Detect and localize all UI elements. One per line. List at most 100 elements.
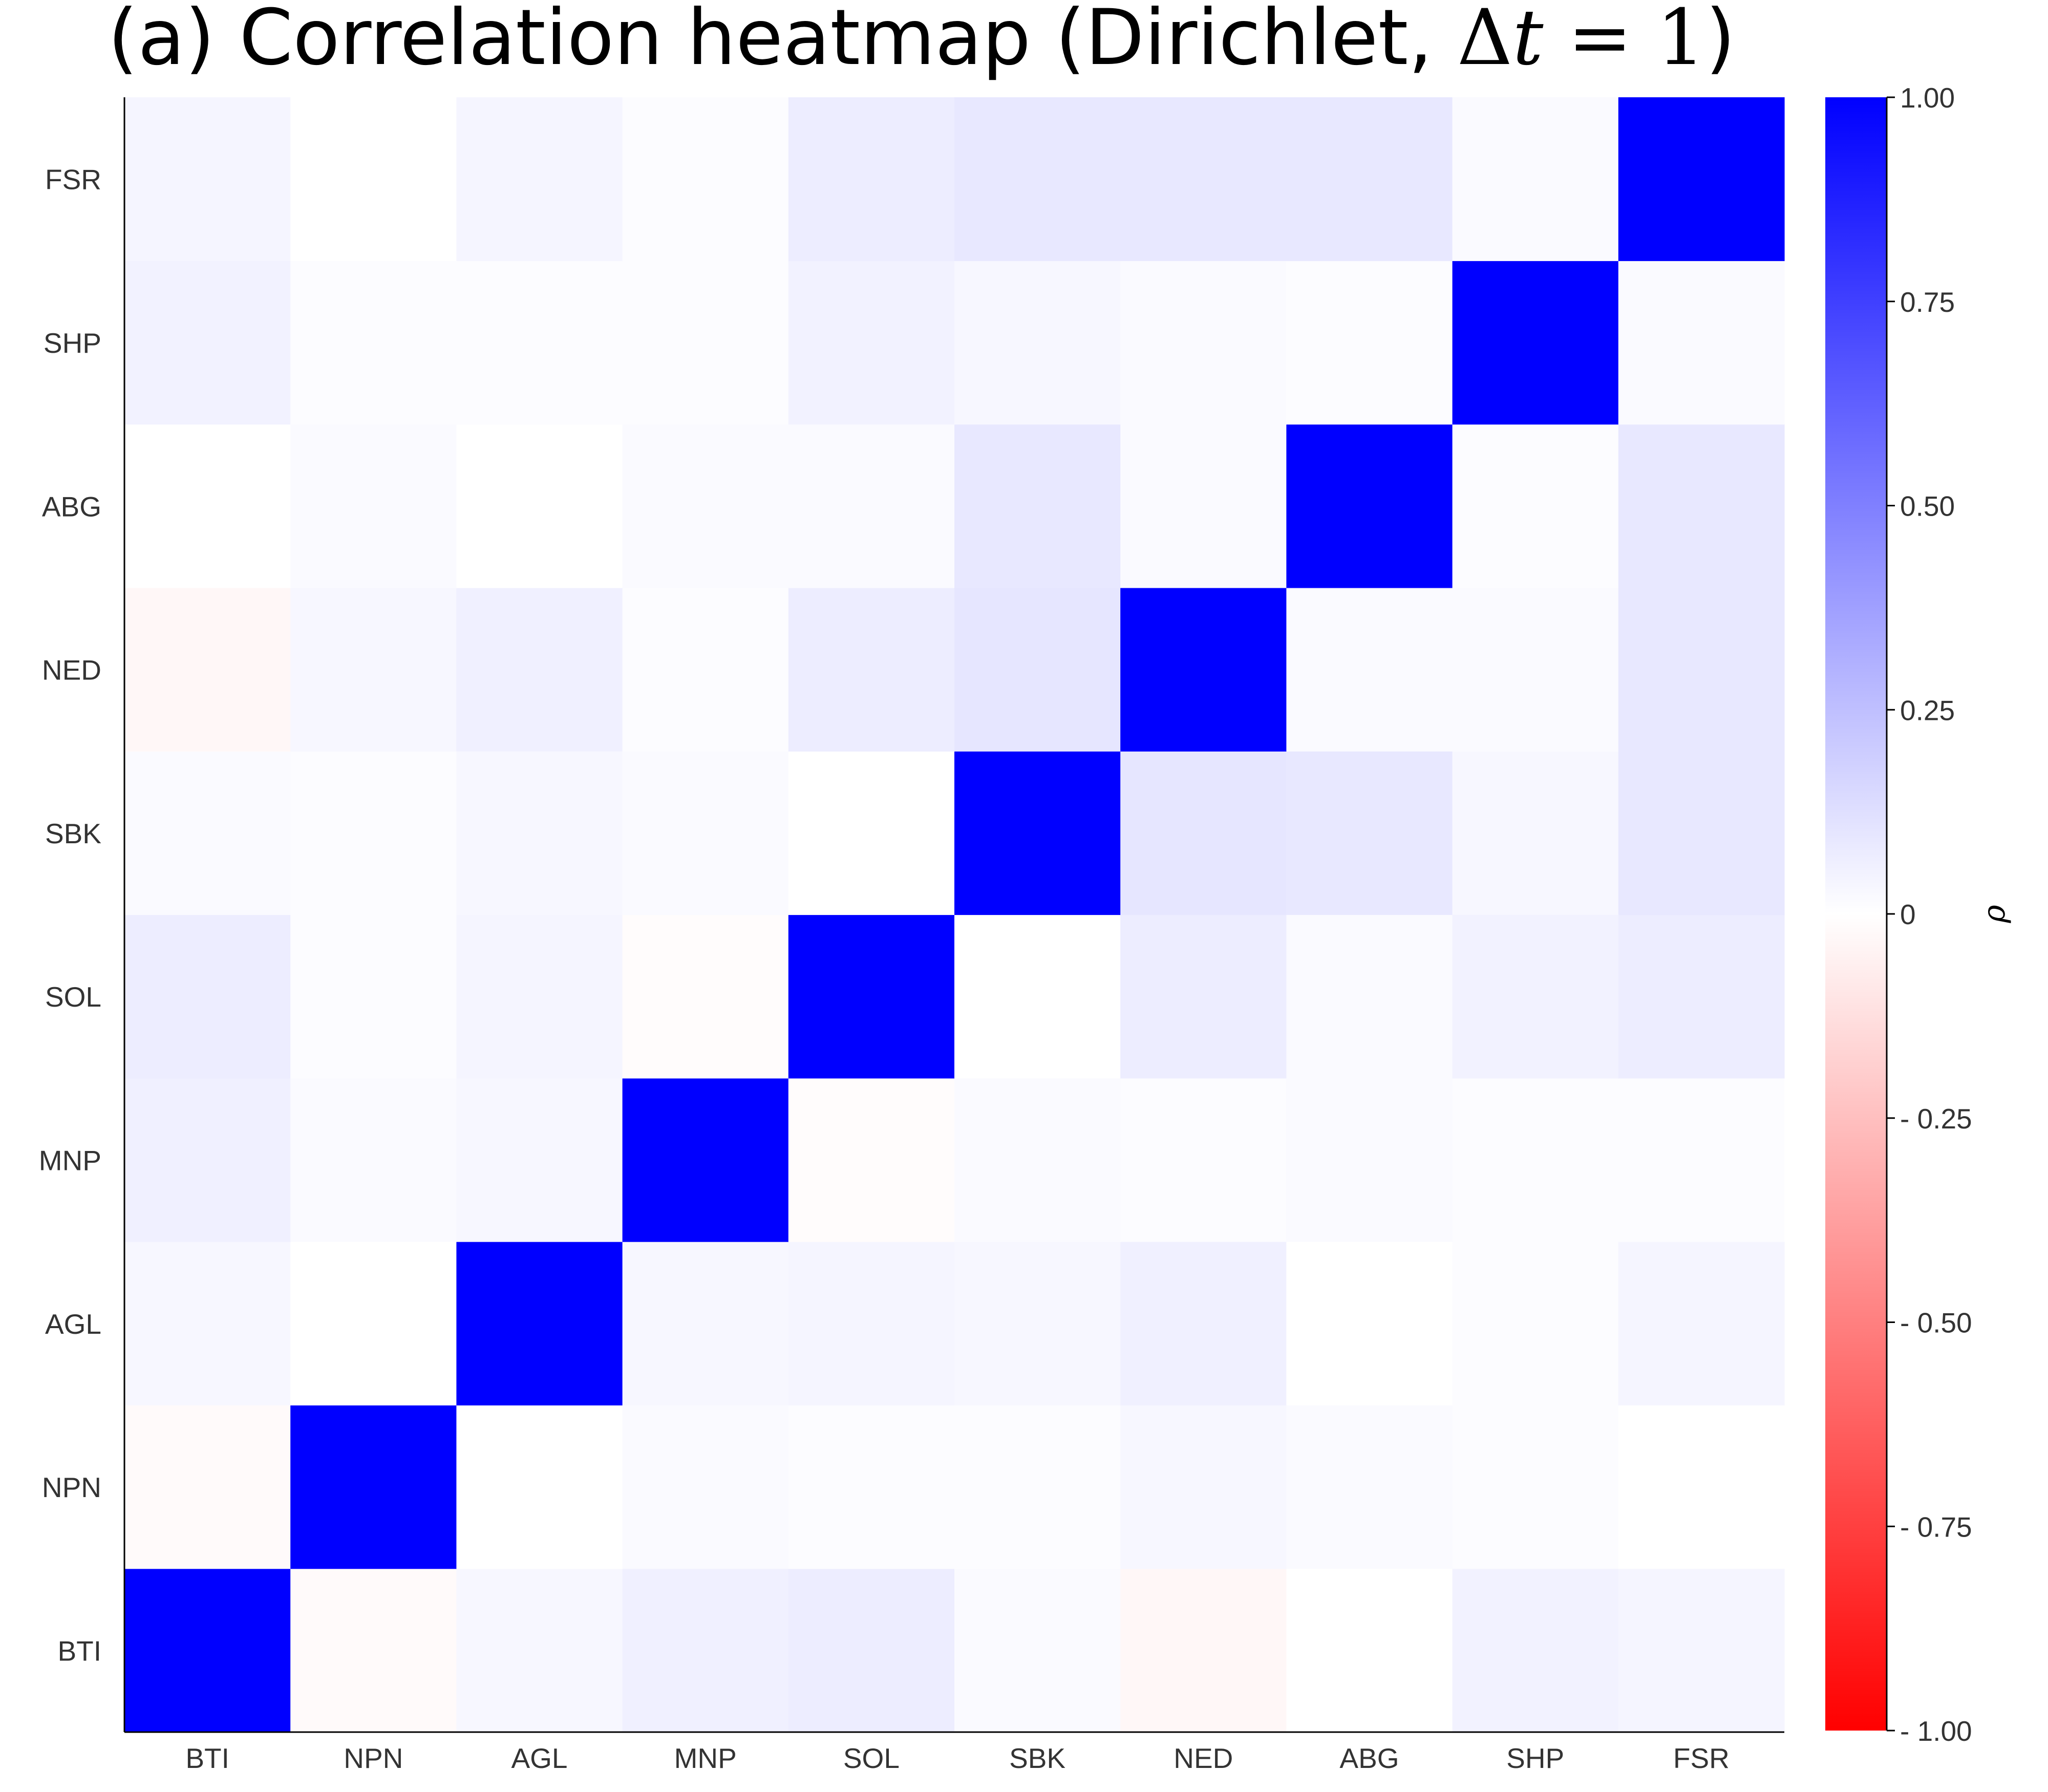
chart-title-delta: Δ	[1457, 0, 1512, 82]
heatmap-cell-NED-SHP	[1452, 587, 1619, 752]
y-tick-label: SHP	[44, 327, 101, 359]
heatmap-cell-BTI-AGL	[456, 1568, 623, 1733]
chart-title-suffix: )	[1705, 0, 1736, 82]
heatmap-cell-SBK-ABG	[1286, 751, 1453, 915]
heatmap-cell-AGL-NED	[1120, 1242, 1287, 1405]
heatmap-cell-NED-SBK	[954, 587, 1121, 752]
y-tick-label: SBK	[45, 818, 101, 849]
heatmap-cell-MNP-MNP	[622, 1078, 789, 1242]
heatmap-cell-NED-AGL	[456, 587, 623, 752]
heatmap-cell-SHP-NED	[1120, 261, 1287, 425]
heatmap-cell-SBK-AGL	[456, 751, 623, 915]
heatmap-cell-AGL-SOL	[788, 1242, 955, 1405]
heatmap-cell-FSR-AGL	[456, 97, 623, 261]
heatmap-cell-NPN-MNP	[622, 1405, 789, 1569]
heatmap-cell-NED-SOL	[788, 587, 955, 752]
heatmap-cell-AGL-BTI	[124, 1242, 291, 1405]
heatmap-cell-SBK-SBK	[954, 751, 1121, 915]
heatmap-cell-SOL-AGL	[456, 914, 623, 1079]
heatmap-cell-BTI-SBK	[954, 1568, 1121, 1733]
heatmap-cell-FSR-NED	[1120, 97, 1287, 261]
heatmap-cell-NPN-SOL	[788, 1405, 955, 1569]
heatmap-cell-SBK-SOL	[788, 751, 955, 915]
chart-title-variable: t	[1512, 0, 1544, 82]
heatmap-cell-SHP-AGL	[456, 261, 623, 425]
colorbar-label: ρ	[1976, 905, 2012, 923]
heatmap-cell-MNP-SHP	[1452, 1078, 1619, 1242]
y-tick-label: NPN	[42, 1471, 101, 1503]
heatmap-cell-MNP-SOL	[788, 1078, 955, 1242]
heatmap-cell-NPN-FSR	[1618, 1405, 1785, 1569]
heatmap-cell-AGL-MNP	[622, 1242, 789, 1405]
heatmap-cell-FSR-FSR	[1618, 97, 1785, 261]
heatmap-cell-FSR-ABG	[1286, 97, 1453, 261]
x-tick-label: BTI	[185, 1742, 229, 1774]
heatmap-cells	[124, 97, 1785, 1733]
heatmap-cell-ABG-FSR	[1618, 424, 1785, 588]
y-tick-label: MNP	[39, 1144, 101, 1176]
heatmap-cell-MNP-FSR	[1618, 1078, 1785, 1242]
colorbar-tick-label: - 0.25	[1900, 1103, 1972, 1135]
heatmap-cell-SBK-NPN	[290, 751, 457, 915]
heatmap-cell-SBK-SHP	[1452, 751, 1619, 915]
heatmap-cell-FSR-MNP	[622, 97, 789, 261]
heatmap-cell-SHP-BTI	[124, 261, 291, 425]
heatmap-cell-SBK-MNP	[622, 751, 789, 915]
chart-title: (a) Correlation heatmap (Dirichlet, Δt =…	[108, 0, 1736, 82]
heatmap-cell-AGL-NPN	[290, 1242, 457, 1405]
x-tick-label: SHP	[1506, 1742, 1564, 1774]
heatmap-cell-BTI-SHP	[1452, 1568, 1619, 1733]
heatmap-cell-MNP-NPN	[290, 1078, 457, 1242]
heatmap-cell-SBK-FSR	[1618, 751, 1785, 915]
heatmap-cell-SOL-BTI	[124, 914, 291, 1079]
heatmap-cell-BTI-NPN	[290, 1568, 457, 1733]
heatmap-cell-ABG-AGL	[456, 424, 623, 588]
colorbar-tick-label: 0	[1900, 899, 1916, 930]
x-tick-label: MNP	[674, 1742, 737, 1774]
colorbar-tick-label: - 0.50	[1900, 1307, 1972, 1339]
heatmap-cell-AGL-AGL	[456, 1242, 623, 1405]
y-tick-label: SOL	[45, 981, 101, 1013]
y-tick-label: AGL	[45, 1308, 101, 1340]
heatmap-cell-BTI-NED	[1120, 1568, 1287, 1733]
heatmap-cell-NED-MNP	[622, 587, 789, 752]
y-tick-label: BTI	[57, 1635, 101, 1667]
y-tick-label: ABG	[42, 490, 101, 522]
heatmap-cell-SHP-FSR	[1618, 261, 1785, 425]
y-tick-label: NED	[42, 654, 101, 686]
heatmap-cell-SHP-SBK	[954, 261, 1121, 425]
heatmap-cell-NPN-NPN	[290, 1405, 457, 1569]
y-axis-tick-labels: BTI NPN AGL MNP SOL SBK NED ABG SHP FSR	[39, 164, 102, 1667]
heatmap-cell-NPN-SHP	[1452, 1405, 1619, 1569]
heatmap-cell-ABG-ABG	[1286, 424, 1453, 588]
heatmap-cell-MNP-BTI	[124, 1078, 291, 1242]
heatmap-cell-FSR-NPN	[290, 97, 457, 261]
heatmap-cell-FSR-BTI	[124, 97, 291, 261]
heatmap-cell-MNP-ABG	[1286, 1078, 1453, 1242]
heatmap-cell-FSR-SHP	[1452, 97, 1619, 261]
colorbar-gradient	[1825, 97, 1887, 1731]
heatmap-cell-NPN-SBK	[954, 1405, 1121, 1569]
heatmap-cell-NED-BTI	[124, 587, 291, 752]
heatmap-cell-MNP-SBK	[954, 1078, 1121, 1242]
heatmap-cell-FSR-SOL	[788, 97, 955, 261]
heatmap-cell-NED-ABG	[1286, 587, 1453, 752]
x-axis-tick-labels: BTI NPN AGL MNP SOL SBK NED ABG SHP FSR	[185, 1742, 1730, 1774]
x-tick-label: SBK	[1009, 1742, 1065, 1774]
heatmap-cell-BTI-FSR	[1618, 1568, 1785, 1733]
heatmap-cell-ABG-SBK	[954, 424, 1121, 588]
heatmap-cell-NPN-ABG	[1286, 1405, 1453, 1569]
heatmap-cell-BTI-MNP	[622, 1568, 789, 1733]
colorbar: 1.00 0.75 0.50 0.25 0 - 0.25 - 0.50 - 0.75 - 1.0…	[1825, 82, 2012, 1747]
heatmap-axes	[123, 97, 1784, 1733]
heatmap-cell-NED-NED	[1120, 587, 1287, 752]
heatmap-cell-NED-NPN	[290, 587, 457, 752]
heatmap-cell-ABG-SOL	[788, 424, 955, 588]
heatmap-cell-MNP-NED	[1120, 1078, 1287, 1242]
x-tick-label: FSR	[1673, 1742, 1730, 1774]
heatmap-cell-ABG-SHP	[1452, 424, 1619, 588]
heatmap-cell-SHP-SOL	[788, 261, 955, 425]
heatmap-cell-ABG-NPN	[290, 424, 457, 588]
x-tick-label: NPN	[344, 1742, 403, 1774]
